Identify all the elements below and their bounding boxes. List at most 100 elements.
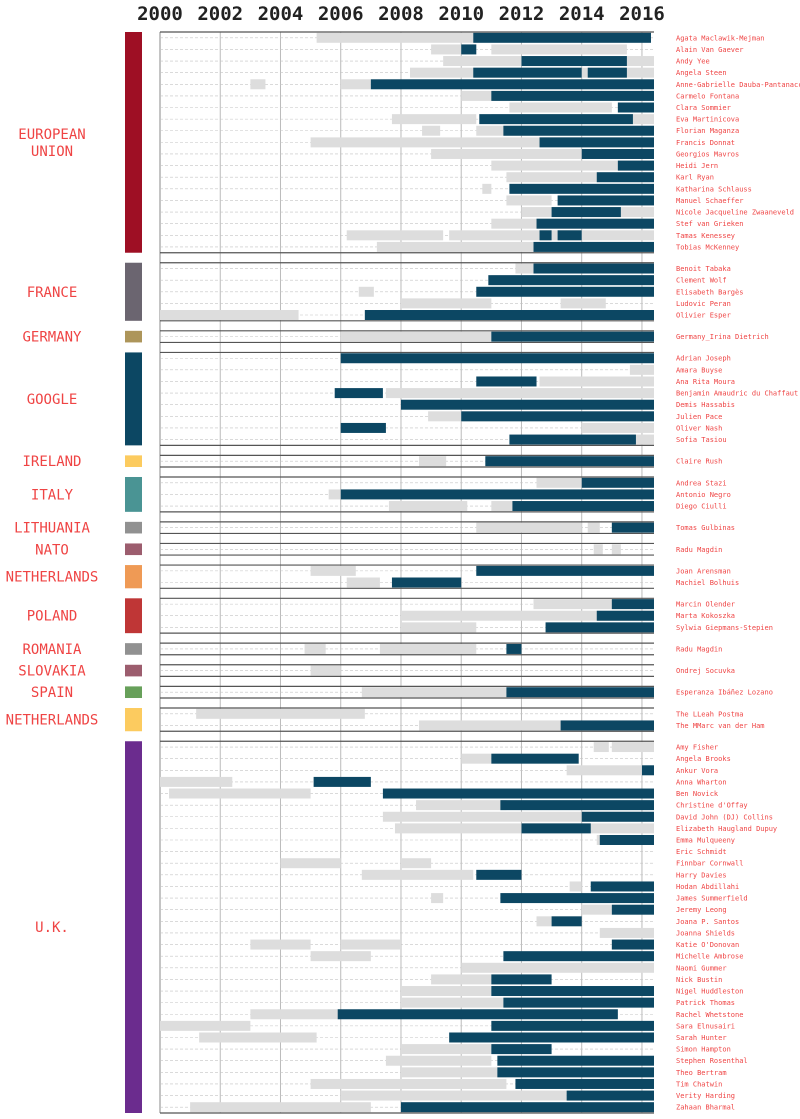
background-segment xyxy=(196,708,365,719)
person-label: Anna Wharton xyxy=(676,778,727,786)
highlight-segment xyxy=(500,800,654,811)
highlight-segment xyxy=(533,263,654,274)
person-label: Oliver Nash xyxy=(676,424,722,432)
background-segment xyxy=(536,477,582,488)
person-label: Ludovic Peran xyxy=(676,300,731,308)
background-segment xyxy=(340,331,522,342)
background-segment xyxy=(169,788,311,799)
background-segment xyxy=(391,114,477,125)
highlight-segment xyxy=(382,788,654,799)
background-segment xyxy=(581,422,654,433)
background-segment xyxy=(599,927,654,938)
person-label: Alain Van Gaever xyxy=(676,46,743,54)
background-segment xyxy=(611,544,621,555)
highlight-segment xyxy=(557,195,654,206)
person-label: Ben Novick xyxy=(676,790,719,798)
person-label: Andy Yee xyxy=(676,58,710,66)
background-segment xyxy=(328,489,341,500)
person-label: Germany_Irina Dietrich xyxy=(676,333,769,341)
highlight-segment xyxy=(581,148,654,159)
background-segment xyxy=(361,869,474,880)
person-label: Machiel Bolhuis xyxy=(676,579,739,587)
background-segment xyxy=(310,565,356,576)
highlight-segment xyxy=(596,172,654,183)
background-segment xyxy=(491,160,654,171)
person-label: David John (DJ) Collins xyxy=(676,813,773,821)
highlight-segment xyxy=(581,811,654,822)
background-segment xyxy=(581,904,612,915)
group-label-13: NETHERLANDS xyxy=(6,713,99,729)
background-segment xyxy=(310,137,654,148)
group-label-2: GERMANY xyxy=(22,330,82,346)
group-bar-6 xyxy=(125,521,142,534)
group-labels: EUROPEAN UNION FRANCE GERMANY GOOGLE IRELAND I… xyxy=(6,32,142,1113)
background-segment xyxy=(449,230,654,241)
group-bar-3 xyxy=(125,352,142,446)
highlight-segment xyxy=(509,183,654,194)
highlight-segment xyxy=(400,399,654,410)
background-segment xyxy=(400,1067,507,1078)
person-label: Ankur Vora xyxy=(676,767,718,775)
person-label: Tamas Kenessey xyxy=(676,232,735,240)
highlight-segment xyxy=(476,376,537,387)
person-label: Angela Brooks xyxy=(676,755,731,763)
person-label: Marcin Olender xyxy=(676,601,735,609)
group-label-7: NATO xyxy=(35,542,69,558)
group-bar-12 xyxy=(125,686,142,699)
highlight-segment xyxy=(500,893,654,904)
person-label: Anne-Gabrielle Dauba-Pantanacce xyxy=(676,81,800,89)
highlight-segment xyxy=(491,90,654,101)
highlight-segment xyxy=(340,353,654,364)
person-label: Francis Donnat xyxy=(676,139,735,147)
person-label: Michelle Ambrose xyxy=(676,953,743,961)
group-label-6: LITHUANIA xyxy=(14,521,90,537)
background-segment xyxy=(160,1020,251,1031)
person-label: Jeremy Leong xyxy=(676,906,727,914)
person-label: Diego Ciulli xyxy=(676,503,727,511)
person-label: Benjamin Amaudric du Chaffaut xyxy=(676,390,798,398)
group-label-4: IRELAND xyxy=(22,454,81,470)
highlight-segment xyxy=(503,951,654,962)
person-label: Zahaan Bharmal xyxy=(676,1104,735,1112)
year-label-2002: 2002 xyxy=(197,3,243,25)
background-segment xyxy=(310,951,371,962)
highlight-segment xyxy=(340,489,654,500)
highlight-segment xyxy=(596,610,654,621)
background-segment xyxy=(199,1032,317,1043)
background-segment xyxy=(400,622,477,633)
person-label: Marta Kokoszka xyxy=(676,612,735,620)
person-label: Olivier Esper xyxy=(676,312,731,320)
person-label: Sarah Hunter xyxy=(676,1034,727,1042)
highlight-segment xyxy=(611,522,654,533)
x-axis: 2000 2002 2004 2006 2008 2010 2012 2014 2016 xyxy=(137,3,665,25)
highlight-segment xyxy=(476,286,654,297)
person-label: Radu Magdin xyxy=(676,546,722,554)
background-segment xyxy=(385,388,654,399)
group-label-12: SPAIN xyxy=(31,685,73,701)
person-label: Joan Arensman xyxy=(676,567,731,575)
background-segment xyxy=(587,522,600,533)
person-label: Emma Mulqueeny xyxy=(676,836,735,844)
person-label: Eva Martinicova xyxy=(676,116,739,124)
background-segment xyxy=(400,997,504,1008)
background-segment xyxy=(340,79,371,90)
background-segment xyxy=(566,765,642,776)
person-label: Clement Wolf xyxy=(676,277,727,285)
background-segment xyxy=(416,800,507,811)
highlight-segment xyxy=(488,275,654,286)
person-label: Georgios Mavros xyxy=(676,150,739,158)
background-segment xyxy=(400,1044,492,1055)
highlight-segment xyxy=(521,823,591,834)
highlight-segment xyxy=(391,577,462,588)
highlight-segment xyxy=(539,230,552,241)
highlight-segment xyxy=(581,477,654,488)
highlight-segment xyxy=(587,67,627,78)
highlight-segment xyxy=(503,125,654,136)
person-label: Joana P. Santos xyxy=(676,918,739,926)
highlight-segment xyxy=(334,388,383,399)
background-segment xyxy=(250,79,266,90)
background-segment xyxy=(250,1009,341,1020)
group-bar-2 xyxy=(125,330,142,343)
highlight-segment xyxy=(617,160,654,171)
person-label: Andrea Stazi xyxy=(676,479,727,487)
